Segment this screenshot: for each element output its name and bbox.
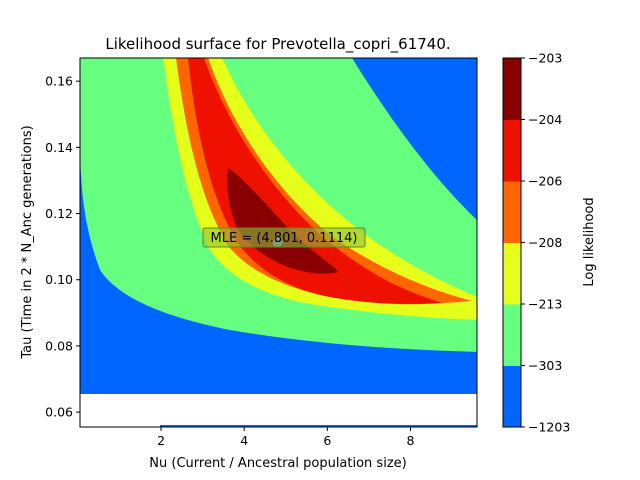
colorbar-band: [503, 365, 521, 428]
x-tick-label: 2: [157, 433, 165, 448]
colorbar-tick-label: −203: [528, 51, 562, 66]
plot-area: 2 4 6 8 0.06 0.08 0.10 0.12 0.14 0.16 MLE = (4.8…: [45, 57, 478, 448]
colorbar: −1203 −303 −213 −208 −206 −204 −203 Log likeli…: [502, 51, 597, 435]
colorbar-label: Log likelihood: [582, 197, 597, 286]
chart-title: Likelihood surface for Prevotella_copri_…: [105, 35, 450, 54]
colorbar-ticks: −1203 −303 −213 −208 −206 −204 −203: [521, 51, 570, 435]
y-tick-label: 0.06: [45, 405, 73, 420]
colorbar-bands: [503, 58, 521, 428]
x-axis-ticks: 2 4 6 8: [157, 427, 415, 448]
colorbar-tick-label: −303: [528, 358, 562, 373]
colorbar-tick-label: −206: [528, 174, 562, 189]
colorbar-band: [503, 181, 521, 243]
colorbar-band: [503, 58, 521, 120]
x-axis-label: Nu (Current / Ancestral population size): [149, 456, 406, 471]
mle-annotation-label: MLE = (4.801, 0.1114): [211, 231, 358, 246]
colorbar-band: [503, 119, 521, 182]
x-tick-label: 8: [407, 433, 415, 448]
colorbar-tick-label: −213: [528, 297, 562, 312]
colorbar-band: [503, 304, 521, 366]
colorbar-band: [503, 242, 521, 305]
y-axis-label: Tau (Time in 2 * N_Anc generations): [20, 125, 35, 359]
x-tick-label: 4: [240, 433, 248, 448]
y-axis-ticks: 0.06 0.08 0.10 0.12 0.14 0.16: [45, 74, 80, 420]
plot-frame: [79, 57, 478, 428]
colorbar-tick-label: −1203: [528, 420, 570, 435]
y-tick-label: 0.14: [45, 140, 73, 155]
x-tick-label: 6: [323, 433, 331, 448]
mle-annotation-box: [202, 227, 366, 248]
y-tick-label: 0.16: [45, 74, 73, 89]
colorbar-tick-label: −204: [528, 112, 562, 127]
blank-region: [80, 394, 477, 427]
y-tick-label: 0.12: [45, 206, 73, 221]
colorbar-tick-label: −208: [528, 235, 562, 250]
y-tick-label: 0.08: [45, 338, 73, 353]
y-tick-label: 0.10: [45, 272, 73, 287]
